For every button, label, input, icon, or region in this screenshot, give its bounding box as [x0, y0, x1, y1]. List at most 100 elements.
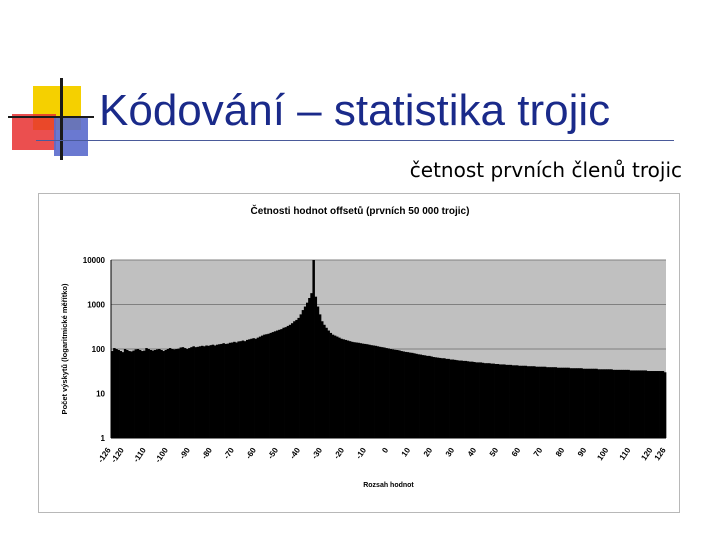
bar	[308, 297, 311, 438]
bar	[207, 345, 210, 438]
bar	[636, 370, 639, 438]
bar	[359, 343, 363, 438]
bar	[537, 366, 540, 438]
bar	[331, 334, 335, 438]
bar	[228, 342, 232, 438]
bar	[644, 370, 648, 438]
bar	[576, 368, 579, 438]
bar	[400, 351, 403, 438]
bar	[231, 342, 234, 438]
bar	[233, 341, 236, 438]
bar	[599, 369, 603, 438]
bar	[310, 293, 313, 438]
bar	[404, 351, 408, 438]
x-tick-label: -30	[310, 446, 324, 461]
x-tick-label: 50	[488, 446, 501, 459]
bar	[211, 344, 215, 438]
bar	[563, 367, 566, 438]
bar	[518, 365, 521, 438]
bar	[374, 345, 378, 438]
bar	[383, 347, 386, 438]
bar	[218, 344, 221, 438]
bar	[261, 335, 264, 438]
bar	[406, 352, 410, 438]
bar	[267, 333, 270, 438]
x-tick-label: 20	[422, 446, 435, 459]
bar	[520, 365, 523, 438]
bar	[466, 361, 470, 438]
bar	[263, 334, 266, 438]
bar	[203, 346, 206, 438]
bar	[428, 355, 431, 438]
x-tick-label: 60	[510, 446, 523, 459]
x-tick-label: -120	[109, 446, 126, 465]
bar	[183, 348, 187, 438]
bar	[569, 368, 573, 438]
bar	[561, 367, 564, 438]
bar	[177, 348, 180, 438]
bar	[443, 358, 446, 438]
bar	[351, 341, 354, 438]
x-tick-label: -90	[178, 446, 192, 461]
bar	[145, 348, 148, 438]
bar	[648, 371, 652, 438]
bar	[299, 314, 303, 438]
bar	[475, 362, 478, 438]
bar	[610, 369, 613, 438]
bar	[513, 365, 517, 438]
x-tick-label: 70	[532, 446, 545, 459]
bar	[381, 347, 384, 438]
deco-blue-square	[54, 118, 88, 156]
bar	[477, 362, 480, 438]
bar	[488, 363, 491, 438]
bar	[134, 349, 138, 438]
y-tick-label: 10	[96, 390, 105, 399]
bar	[297, 317, 300, 438]
bar	[481, 362, 485, 438]
bar	[158, 349, 161, 438]
bar	[387, 348, 390, 438]
bar	[147, 349, 150, 438]
bar	[653, 371, 656, 438]
bar	[535, 366, 538, 438]
bar	[492, 363, 495, 438]
bar	[201, 345, 204, 438]
bar	[113, 348, 116, 438]
bar	[235, 342, 238, 438]
bar	[498, 364, 502, 438]
bar	[618, 369, 622, 438]
bar	[241, 340, 245, 438]
bar	[269, 332, 273, 438]
x-tick-label: -100	[153, 446, 170, 465]
bar	[567, 367, 570, 438]
bar	[222, 343, 225, 438]
x-tick-label: 40	[466, 446, 479, 459]
bar	[582, 368, 585, 438]
bar	[471, 361, 474, 438]
bar	[243, 341, 247, 438]
x-tick-label: 30	[444, 446, 457, 459]
x-tick-label: -50	[266, 446, 280, 461]
bar	[554, 367, 558, 438]
bar	[250, 338, 253, 438]
bar	[389, 349, 393, 438]
bar	[141, 351, 144, 438]
bar	[291, 323, 294, 438]
bar	[533, 366, 536, 438]
bar	[447, 358, 450, 438]
bar	[623, 369, 626, 438]
bar	[348, 341, 352, 438]
bar	[271, 332, 275, 438]
bar	[505, 364, 508, 438]
bar	[284, 327, 288, 438]
bar	[464, 360, 468, 438]
bar	[411, 352, 414, 438]
bar	[516, 365, 519, 438]
bar	[246, 339, 249, 438]
bar	[363, 343, 367, 438]
deco-horizontal-line	[8, 116, 94, 118]
bar	[640, 370, 643, 438]
bar	[123, 349, 127, 438]
bar	[138, 349, 142, 438]
bar	[449, 359, 453, 438]
